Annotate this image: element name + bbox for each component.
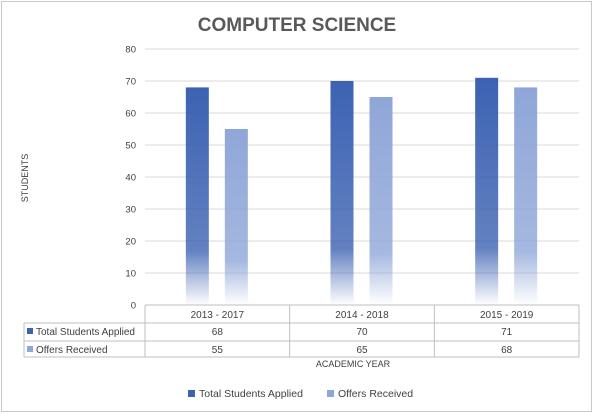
y-axis-label: STUDENTS [20, 154, 30, 203]
x-axis-label: ACADEMIC YEAR [316, 359, 391, 369]
bar-total-applied [330, 81, 354, 305]
table-cell-value: 68 [212, 327, 224, 338]
y-tick-label: 30 [125, 205, 136, 216]
y-tick-label: 10 [125, 269, 136, 280]
table-cell-value: 55 [212, 345, 224, 356]
y-tick-label: 60 [125, 109, 136, 120]
y-tick-label: 80 [125, 45, 136, 56]
y-tick-label: 40 [125, 173, 136, 184]
table-row-label: Offers Received [36, 345, 108, 356]
x-category-label: 2015 - 2019 [480, 310, 534, 321]
bar-offers-received [224, 129, 248, 305]
legend-entry: Offers Received [338, 388, 413, 400]
y-tick-label: 70 [125, 77, 136, 88]
y-tick-label: 50 [125, 141, 136, 152]
legend-entry: Total Students Applied [199, 388, 303, 400]
legend-swatch [327, 390, 334, 397]
table-legend-key [27, 328, 33, 334]
legend-swatch [188, 390, 195, 397]
table-legend-key [27, 346, 33, 352]
bar-total-applied [475, 77, 499, 305]
bar-offers-received [369, 97, 393, 305]
bar-total-applied [185, 87, 209, 306]
x-category-label: 2013 - 2017 [191, 310, 245, 321]
table-cell-value: 71 [501, 327, 513, 338]
y-tick-label: 20 [125, 237, 136, 248]
bar-offers-received [514, 87, 538, 306]
y-tick-label: 0 [131, 301, 136, 312]
x-category-label: 2014 - 2018 [335, 310, 389, 321]
table-cell-value: 70 [356, 327, 368, 338]
chart-title: COMPUTER SCIENCE [198, 15, 396, 36]
table-cell-value: 65 [356, 345, 368, 356]
table-row-label: Total Students Applied [36, 327, 135, 338]
table-cell-value: 68 [501, 345, 513, 356]
